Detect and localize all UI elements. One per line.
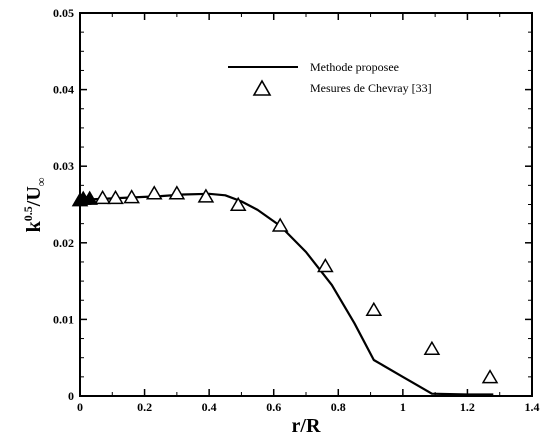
y-axis-title-exponent: 0.5 (21, 206, 35, 221)
y-tick-label: 0.01 (53, 312, 74, 326)
y-axis-title-base: k (23, 220, 45, 232)
data-point-chevray (423, 340, 441, 356)
legend-line-label: Methode proposee (310, 60, 399, 74)
x-tick-label: 1.2 (460, 400, 475, 414)
x-axis-title: r/R (292, 415, 321, 437)
x-tick-label: 0 (77, 400, 83, 414)
data-point-chevray (107, 189, 124, 205)
y-tick-label: 0.03 (53, 159, 74, 173)
data-point-chevray (365, 301, 383, 316)
data-point-chevray (229, 196, 247, 212)
plot-frame (79, 12, 533, 397)
x-tick-label: 0.4 (202, 400, 217, 414)
x-tick-label: 1.4 (525, 400, 540, 414)
y-tick-label: 0.04 (53, 83, 74, 97)
y-tick-label: 0 (68, 389, 74, 403)
series-layer (71, 185, 499, 396)
y-axis-title: k0.5/U∞ (21, 177, 48, 232)
x-tick-label: 1 (400, 400, 406, 414)
y-tick-label: 0.02 (53, 236, 74, 250)
y-tick-label: 0.05 (53, 6, 74, 20)
series-line-methode-proposee (79, 192, 494, 396)
data-point-chevray (168, 185, 186, 200)
data-point-chevray (197, 188, 215, 203)
legend-triangle-label: Mesures de Chevray [33] (310, 81, 432, 95)
data-point-chevray (481, 369, 499, 384)
svg-text:k0.5/U∞: k0.5/U∞ (21, 177, 48, 232)
x-tick-label: 0.6 (266, 400, 281, 414)
data-point-chevray (94, 189, 111, 205)
data-point-chevray (271, 217, 289, 232)
y-axis-title-subscript: ∞ (34, 177, 48, 186)
y-axis-title-over: /U (23, 186, 45, 207)
ticks: 0 0.2 0.4 0.6 0.8 1 1.2 1.4 0 0.01 0.02 0.03 0.04 0.0… (53, 6, 540, 414)
data-point-chevray (81, 190, 98, 205)
data-point-chevray (317, 258, 334, 273)
legend-triangle-icon (252, 79, 272, 96)
x-tick-label: 0.8 (331, 400, 346, 414)
data-point-chevray (145, 185, 163, 200)
data-point-chevray (123, 189, 140, 204)
x-tick-label: 0.2 (137, 400, 152, 414)
legend: Methode proposee Mesures de Chevray [33] (228, 60, 432, 96)
